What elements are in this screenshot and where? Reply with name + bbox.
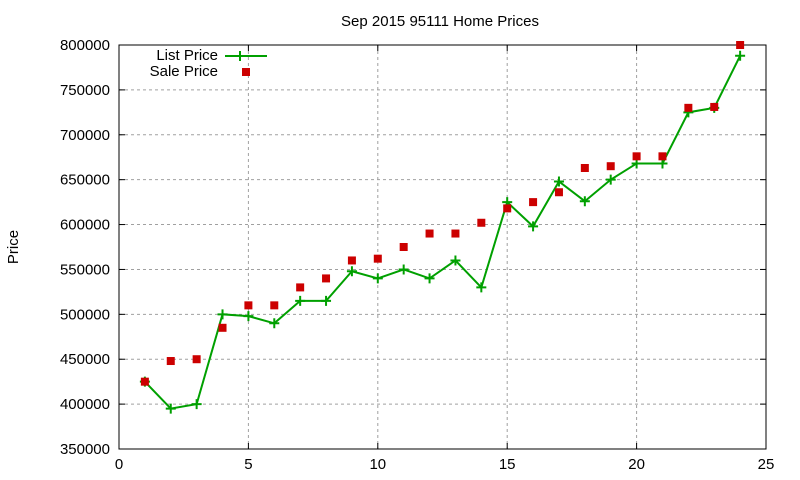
plus-marker-icon xyxy=(165,403,176,414)
plus-marker-icon xyxy=(476,282,487,293)
square-marker-icon xyxy=(166,357,175,366)
y-tick-label: 700000 xyxy=(60,127,110,144)
y-tick-label: 800000 xyxy=(60,37,110,54)
square-marker-icon xyxy=(373,254,382,263)
plus-marker-icon xyxy=(372,273,383,284)
legend: List Price Sale Price xyxy=(150,47,267,80)
legend-plus-icon xyxy=(235,51,245,61)
plus-marker-icon xyxy=(295,295,306,306)
x-tick-label: 25 xyxy=(758,456,775,473)
y-tick-label: 500000 xyxy=(60,306,110,323)
square-marker-icon xyxy=(218,323,227,332)
square-marker-icon xyxy=(736,41,745,49)
square-marker-icon xyxy=(296,283,305,292)
plus-marker-icon xyxy=(450,255,461,266)
plus-marker-icon xyxy=(735,50,746,61)
square-marker-icon xyxy=(451,229,460,238)
plus-marker-icon xyxy=(398,264,409,275)
square-marker-icon xyxy=(244,301,253,310)
plus-marker-icon xyxy=(605,174,616,185)
square-marker-icon xyxy=(684,103,693,112)
y-tick-label: 750000 xyxy=(60,82,110,99)
square-marker-icon xyxy=(347,256,356,265)
x-tick-label: 5 xyxy=(244,456,252,473)
plus-marker-icon xyxy=(528,221,539,232)
plus-marker-icon xyxy=(243,311,254,322)
square-marker-icon xyxy=(632,152,641,161)
tick-labels: 350000 400000 450000 500000 550000 600000 6500… xyxy=(60,37,774,473)
plus-marker-icon xyxy=(579,196,590,207)
x-tick-label: 20 xyxy=(628,456,645,473)
x-tick-label: 0 xyxy=(115,456,123,473)
grid-lines xyxy=(119,45,766,449)
plus-marker-icon xyxy=(191,399,202,410)
series-sale-price xyxy=(140,41,745,386)
square-marker-icon xyxy=(503,204,512,213)
y-tick-label: 400000 xyxy=(60,396,110,413)
x-tick-label: 10 xyxy=(369,456,386,473)
square-marker-icon xyxy=(710,102,719,111)
square-marker-icon xyxy=(554,188,563,197)
square-marker-icon xyxy=(192,355,201,364)
square-marker-icon xyxy=(399,243,408,251)
square-marker-icon xyxy=(580,163,589,172)
legend-label-list-price: List Price xyxy=(156,47,218,64)
legend-square-icon xyxy=(242,68,250,76)
y-tick-label: 650000 xyxy=(60,172,110,189)
plus-marker-icon xyxy=(217,309,228,320)
plus-marker-icon xyxy=(269,318,280,329)
plus-marker-icon xyxy=(553,176,564,187)
square-marker-icon xyxy=(529,198,538,207)
y-tick-label: 600000 xyxy=(60,217,110,234)
y-tick-label: 450000 xyxy=(60,351,110,368)
square-marker-icon xyxy=(425,229,434,238)
plus-marker-icon xyxy=(321,295,332,306)
square-marker-icon xyxy=(140,377,149,386)
legend-label-sale-price: Sale Price xyxy=(150,63,218,80)
y-tick-label: 550000 xyxy=(60,261,110,278)
plus-marker-icon xyxy=(424,273,435,284)
y-tick-label: 350000 xyxy=(60,441,110,458)
square-marker-icon xyxy=(606,162,615,171)
axes xyxy=(118,44,767,450)
square-marker-icon xyxy=(270,301,279,310)
square-marker-icon xyxy=(658,152,667,161)
plus-marker-icon xyxy=(346,266,357,277)
chart-title: Sep 2015 95111 Home Prices xyxy=(341,13,539,30)
square-marker-icon xyxy=(322,274,331,283)
x-tick-label: 15 xyxy=(499,456,516,473)
square-marker-icon xyxy=(477,218,486,227)
y-axis-label: Price xyxy=(5,230,22,264)
